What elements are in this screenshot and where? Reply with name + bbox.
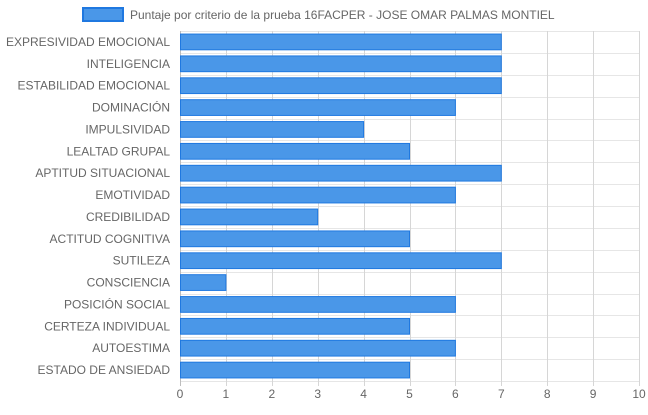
x-tick-label: 7 [498, 387, 505, 401]
bar[interactable] [180, 361, 410, 379]
y-tick-label: EXPRESIVIDAD EMOCIONAL [6, 35, 170, 49]
y-tick-label: SUTILEZA [113, 254, 170, 268]
x-tick-label: 3 [314, 387, 321, 401]
bar[interactable] [180, 121, 365, 138]
y-axis-labels: EXPRESIVIDAD EMOCIONAL INTELIGENCIA ESTABI… [6, 35, 170, 377]
bar[interactable] [180, 186, 456, 204]
bar[interactable] [180, 296, 456, 313]
x-tick-label: 2 [268, 387, 275, 401]
x-tick-label: 4 [360, 387, 367, 401]
y-tick-label: AUTOESTIMA [92, 341, 170, 355]
bar[interactable] [180, 208, 319, 226]
y-tick-label: DOMINACIÓN [92, 100, 170, 115]
y-tick-label: CONSCIENCIA [87, 276, 170, 290]
y-tick-label: ESTABILIDAD EMOCIONAL [18, 79, 171, 93]
bar[interactable] [180, 55, 502, 73]
y-tick-label: EMOTIVIDAD [95, 188, 170, 202]
bar[interactable] [180, 252, 502, 270]
x-axis-labels: 0 1 2 3 4 5 6 7 8 9 10 [177, 387, 646, 401]
bar[interactable] [180, 317, 410, 335]
gridlines [180, 31, 640, 386]
x-tick-label: 8 [544, 387, 551, 401]
bar[interactable] [180, 230, 410, 248]
y-tick-label: CERTEZA INDIVIDUAL [44, 319, 170, 333]
y-tick-label: CREDIBILIDAD [86, 210, 170, 224]
bars [180, 33, 502, 379]
y-tick-label: IMPULSIVIDAD [85, 122, 170, 136]
legend[interactable]: Puntaje por criterio de la prueba 16FACP… [82, 7, 555, 22]
legend-label: Puntaje por criterio de la prueba 16FACP… [130, 8, 555, 22]
y-tick-label: INTELIGENCIA [87, 57, 170, 71]
y-tick-label: LEALTAD GRUPAL [67, 144, 171, 158]
x-tick-label: 0 [177, 387, 184, 401]
bar[interactable] [180, 164, 502, 182]
bar[interactable] [180, 339, 456, 357]
y-tick-label: POSICIÓN SOCIAL [64, 296, 170, 311]
bar[interactable] [180, 99, 456, 116]
y-tick-label: APTITUD SITUACIONAL [35, 166, 170, 180]
bar[interactable] [180, 33, 502, 51]
x-tick-label: 10 [632, 387, 646, 401]
x-tick-label: 5 [406, 387, 413, 401]
bar[interactable] [180, 142, 410, 160]
bar[interactable] [180, 77, 502, 95]
x-tick-label: 1 [223, 387, 230, 401]
x-tick-label: 9 [590, 387, 597, 401]
x-tick-label: 6 [452, 387, 459, 401]
y-tick-label: ESTADO DE ANSIEDAD [38, 363, 171, 377]
bar[interactable] [180, 274, 227, 291]
y-tick-label: ACTITUD COGNITIVA [50, 232, 170, 246]
legend-swatch [82, 7, 124, 22]
